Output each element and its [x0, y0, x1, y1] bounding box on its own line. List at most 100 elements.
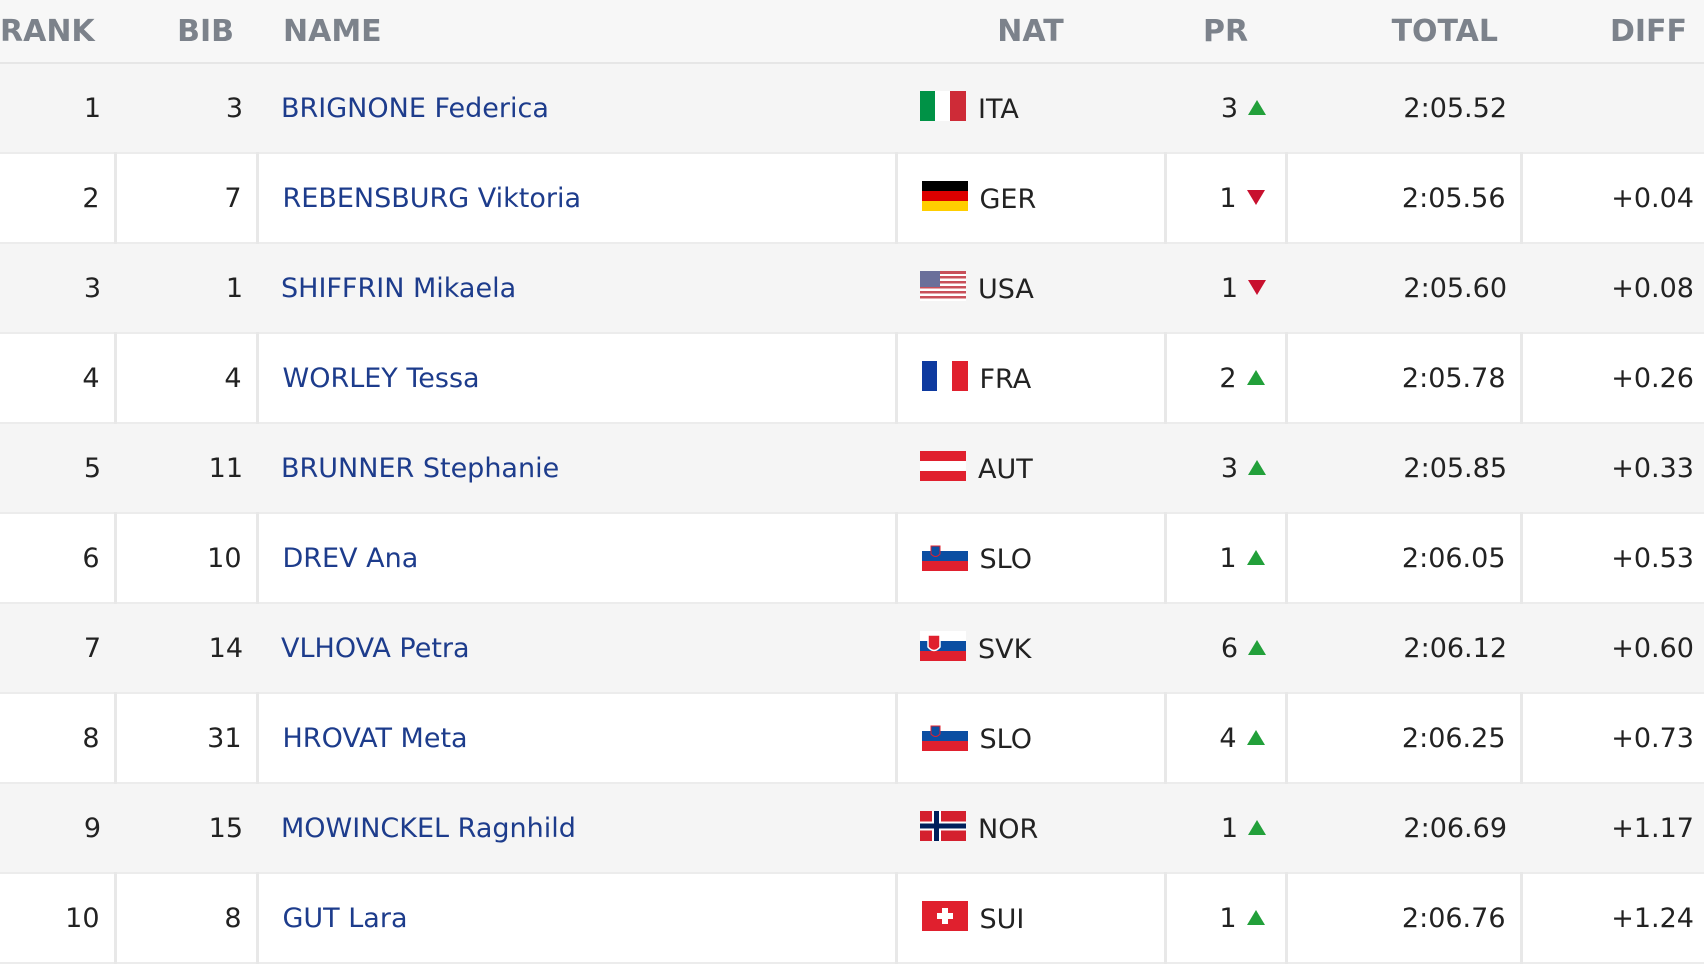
athlete-name[interactable]: REBENSBURG Viktoria — [255, 153, 896, 244]
trend-arrow — [1248, 459, 1266, 475]
header-row: RANK BIB NAME NAT PR TOTAL DIFF — [0, 0, 1704, 64]
result-row: 4 4 WORLEY Tessa FRA 2 2:05.78 +0.26 — [0, 333, 1704, 424]
athlete-name[interactable]: BRUNNER Stephanie — [257, 423, 896, 514]
total-time: 2:05.52 — [1286, 63, 1521, 154]
nation-code: SLO — [979, 544, 1032, 575]
header-name[interactable]: NAME — [257, 0, 896, 64]
nation-code: SVK — [978, 634, 1032, 665]
athlete-name[interactable]: DREV Ana — [255, 513, 896, 604]
rank: 10 — [0, 873, 115, 964]
time-diff: +1.17 — [1521, 783, 1704, 874]
time-diff: +0.04 — [1519, 153, 1704, 244]
header-diff[interactable]: DIFF — [1521, 0, 1704, 64]
flag — [920, 451, 966, 481]
bib: 11 — [115, 423, 257, 514]
result-row: 5 11 BRUNNER Stephanie AUT 3 2:05.85 +0.33 — [0, 423, 1704, 514]
nation: FRA — [894, 333, 1165, 424]
trend-arrow — [1246, 549, 1265, 565]
nation-code: SLO — [979, 724, 1032, 755]
total-time: 2:06.05 — [1284, 513, 1521, 604]
bib: 1 — [115, 243, 257, 334]
run-position: 1 — [1165, 783, 1286, 874]
rank: 7 — [0, 603, 115, 694]
total-time: 2:05.56 — [1284, 153, 1521, 244]
athlete-name[interactable]: SHIFFRIN Mikaela — [257, 243, 896, 334]
total-time: 2:06.12 — [1286, 603, 1521, 694]
nation: SLO — [894, 513, 1165, 604]
bib: 3 — [115, 63, 257, 154]
trend-arrow — [1246, 909, 1265, 925]
flag — [921, 901, 968, 931]
time-diff: +0.08 — [1521, 243, 1704, 334]
trend-arrow — [1248, 99, 1266, 115]
header-rank[interactable]: RANK — [0, 0, 115, 64]
pr-value: 6 — [1220, 632, 1238, 664]
nation: GER — [894, 153, 1165, 244]
rank: 4 — [0, 333, 115, 424]
header-nat[interactable]: NAT — [896, 0, 1165, 64]
pr-value: 3 — [1220, 92, 1238, 124]
athlete-name[interactable]: WORLEY Tessa — [255, 333, 896, 424]
trend-arrow — [1246, 189, 1265, 205]
athlete-name[interactable]: BRIGNONE Federica — [257, 63, 896, 154]
bib: 8 — [113, 873, 257, 964]
result-row: 2 7 REBENSBURG Viktoria GER 1 2:05.56 +0.04 — [0, 153, 1704, 244]
bib: 4 — [113, 333, 257, 424]
nation: SLO — [894, 693, 1165, 784]
time-diff: +0.33 — [1521, 423, 1704, 514]
trend-arrow — [1246, 369, 1265, 385]
athlete-name[interactable]: HROVAT Meta — [255, 693, 896, 784]
trend-arrow — [1246, 729, 1265, 745]
athlete-name[interactable]: MOWINCKEL Ragnhild — [257, 783, 896, 874]
result-row: 8 31 HROVAT Meta SLO 4 2:06.25 +0.73 — [0, 693, 1704, 784]
pr-value: 1 — [1220, 272, 1238, 304]
nation: AUT — [896, 423, 1165, 514]
result-row: 6 10 DREV Ana SLO 1 2:06.05 +0.53 — [0, 513, 1704, 604]
flag — [920, 91, 966, 121]
nation: NOR — [896, 783, 1165, 874]
athlete-name[interactable]: GUT Lara — [255, 873, 896, 964]
run-position: 3 — [1165, 63, 1286, 154]
header-bib[interactable]: BIB — [115, 0, 257, 64]
flag — [920, 631, 966, 661]
run-position: 1 — [1163, 513, 1286, 604]
run-position: 1 — [1163, 153, 1286, 244]
rank: 3 — [0, 243, 115, 334]
total-time: 2:05.85 — [1286, 423, 1521, 514]
nation-code: USA — [978, 274, 1034, 305]
time-diff: +0.73 — [1519, 693, 1704, 784]
rank: 2 — [0, 153, 115, 244]
run-position: 1 — [1163, 873, 1286, 964]
run-position: 1 — [1165, 243, 1286, 334]
header-pr[interactable]: PR — [1165, 0, 1286, 64]
result-row: 7 14 VLHOVA Petra SVK 6 2:06.12 +0.60 — [0, 603, 1704, 694]
rank: 5 — [0, 423, 115, 514]
run-position: 2 — [1163, 333, 1286, 424]
header-total[interactable]: TOTAL — [1286, 0, 1521, 64]
athlete-name[interactable]: VLHOVA Petra — [257, 603, 896, 694]
total-time: 2:05.60 — [1286, 243, 1521, 334]
bib: 15 — [115, 783, 257, 874]
bib: 14 — [115, 603, 257, 694]
nation: SUI — [894, 873, 1165, 964]
rank: 9 — [0, 783, 115, 874]
pr-value: 1 — [1220, 812, 1238, 844]
pr-value: 1 — [1219, 902, 1237, 934]
nation-code: GER — [979, 184, 1037, 215]
result-row: 1 3 BRIGNONE Federica ITA 3 2:05.52 — [0, 63, 1704, 154]
nation-code: AUT — [978, 454, 1033, 485]
time-diff: +1.24 — [1519, 873, 1704, 964]
result-row: 3 1 SHIFFRIN Mikaela USA 1 2:05.60 +0.08 — [0, 243, 1704, 334]
pr-value: 1 — [1219, 182, 1237, 214]
flag — [920, 271, 966, 301]
run-position: 4 — [1163, 693, 1286, 784]
result-row: 9 15 MOWINCKEL Ragnhild NOR 1 2:06.69 +1.17 — [0, 783, 1704, 874]
nation: SVK — [896, 603, 1165, 694]
time-diff — [1521, 63, 1704, 154]
flag — [921, 541, 968, 571]
trend-arrow — [1248, 279, 1266, 295]
rank: 6 — [0, 513, 115, 604]
flag — [921, 181, 968, 211]
